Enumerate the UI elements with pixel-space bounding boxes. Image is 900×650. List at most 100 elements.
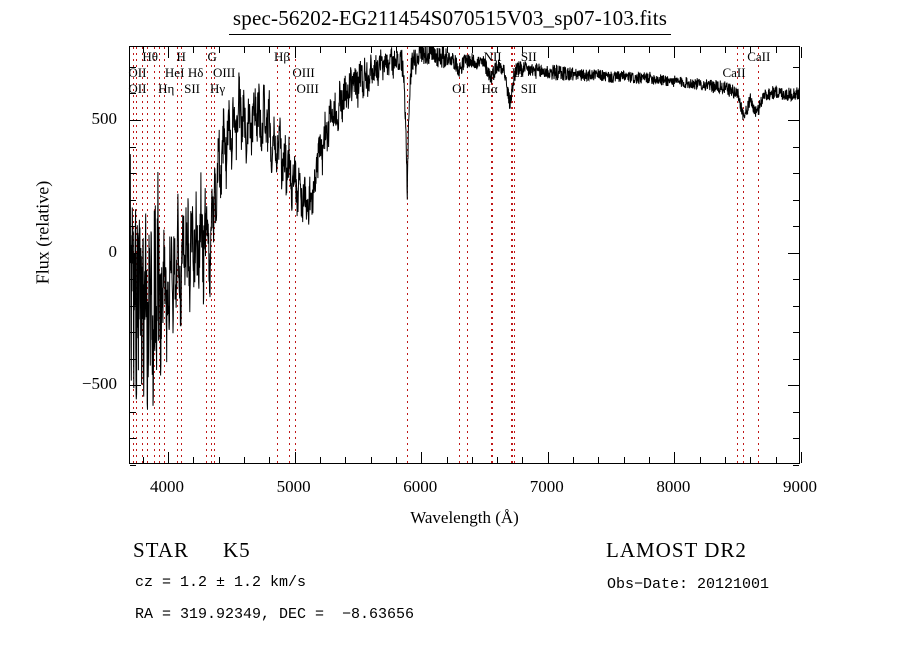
line-label-CaII-8498: CaII (722, 65, 746, 80)
line-label-H-4861: Hβ (273, 49, 290, 64)
page-title: spec-56202-EG211454S070515V03_sp07-103.f… (228, 6, 672, 35)
tick-mark (700, 457, 701, 463)
gridline-4363 (214, 47, 215, 463)
line-label-HeI-3889: HeI (164, 65, 185, 80)
line-label-OIII-5007: OIII (296, 81, 319, 96)
tick-mark (573, 47, 574, 53)
tick-mark (345, 457, 346, 463)
tick-mark (244, 47, 245, 53)
x-tick-label-8000: 8000 (656, 477, 691, 496)
obsdate-label: Obs−Date: 20121001 (607, 576, 770, 593)
line-label-OI-6300: OI (452, 81, 466, 96)
line-label-G-4304: G (207, 49, 217, 64)
tick-mark (793, 173, 799, 174)
tick-mark (497, 457, 498, 463)
tick-mark (295, 452, 296, 463)
gridline-5890 (407, 47, 408, 463)
tick-mark (130, 120, 141, 121)
tick-mark (244, 457, 245, 463)
tick-mark (168, 47, 169, 58)
line-label-SII-6731: SII (520, 81, 537, 96)
tick-mark (522, 47, 523, 53)
tick-mark (168, 452, 169, 463)
x-tick-label-7000: 7000 (529, 477, 564, 496)
tick-mark (750, 47, 751, 53)
tick-mark (421, 47, 422, 58)
tick-mark (447, 47, 448, 53)
line-label-H-6563: Hα (481, 81, 498, 96)
line-label-OIII-4363: OIII (212, 65, 236, 80)
tick-mark (793, 147, 799, 148)
tick-mark (130, 438, 136, 439)
tick-mark (143, 457, 144, 463)
tick-mark (130, 173, 136, 174)
tick-mark (345, 47, 346, 53)
x-tick-label-9000: 9000 (783, 477, 817, 496)
plot-area (129, 46, 802, 466)
line-label-NII-6548: NII (483, 49, 502, 64)
gridline-6364 (467, 47, 468, 463)
tick-mark (548, 452, 549, 463)
line-label-H-3835: Hη (158, 81, 175, 96)
line-label-H-3933: H (176, 49, 186, 64)
tick-mark (130, 226, 136, 227)
y-tick-label-0: 0 (108, 241, 118, 261)
tick-mark (396, 457, 397, 463)
x-axis-title: Wavelength (Å) (410, 508, 519, 527)
tick-mark (801, 47, 802, 58)
tick-mark (130, 412, 136, 413)
coordinates-label: RA = 319.92349, DEC = −8.63656 (135, 606, 415, 623)
tick-mark (320, 47, 321, 53)
gridline-4861 (277, 47, 278, 463)
tick-mark (143, 47, 144, 53)
tick-mark (788, 120, 799, 121)
spectrum-trace (130, 47, 799, 410)
redshift-label: cz = 1.2 ± 1.2 km/s (135, 574, 307, 591)
tick-mark (788, 385, 799, 386)
tick-mark (295, 47, 296, 58)
spectral-class-label: K5 (223, 538, 251, 562)
line-label-OII-3727: OII (128, 65, 147, 80)
tick-mark (598, 457, 599, 463)
gridline-6548 (491, 47, 492, 463)
gridline-3835 (147, 47, 148, 463)
tick-mark (793, 93, 799, 94)
tick-mark (421, 452, 422, 463)
tick-mark (130, 359, 136, 360)
tick-mark (649, 47, 650, 53)
gridline-5007 (295, 47, 296, 463)
tick-mark (793, 359, 799, 360)
tick-mark (193, 47, 194, 53)
tick-mark (320, 457, 321, 463)
tick-mark (130, 465, 136, 466)
x-tick-label-4000: 4000 (149, 477, 184, 496)
tick-mark (725, 47, 726, 53)
tick-mark (750, 457, 751, 463)
tick-mark (793, 465, 799, 466)
tick-mark (472, 47, 473, 53)
tick-mark (447, 457, 448, 463)
gridline-6731 (514, 47, 515, 463)
x-tick-label-6000: 6000 (403, 477, 438, 496)
tick-mark (130, 279, 136, 280)
gridline-4304 (206, 47, 207, 463)
line-label-OIII-4959: OIII (292, 65, 315, 80)
tick-mark (674, 47, 675, 58)
y-tick-label--500: −500 (81, 374, 117, 394)
tick-mark (497, 47, 498, 53)
tick-mark (130, 200, 136, 201)
tick-mark (548, 47, 549, 58)
object-type-label: STAR (133, 538, 189, 562)
tick-mark (269, 457, 270, 463)
line-label-CaII-8662: CaII (747, 49, 771, 64)
line-label-H-4340: Hγ (210, 81, 226, 96)
gridline-6707 (511, 47, 512, 463)
tick-mark (219, 47, 220, 53)
tick-mark (793, 412, 799, 413)
tick-mark (269, 47, 270, 53)
tick-mark (130, 385, 141, 386)
tick-mark (130, 332, 136, 333)
tick-mark (130, 306, 136, 307)
plot-inner (130, 47, 799, 463)
